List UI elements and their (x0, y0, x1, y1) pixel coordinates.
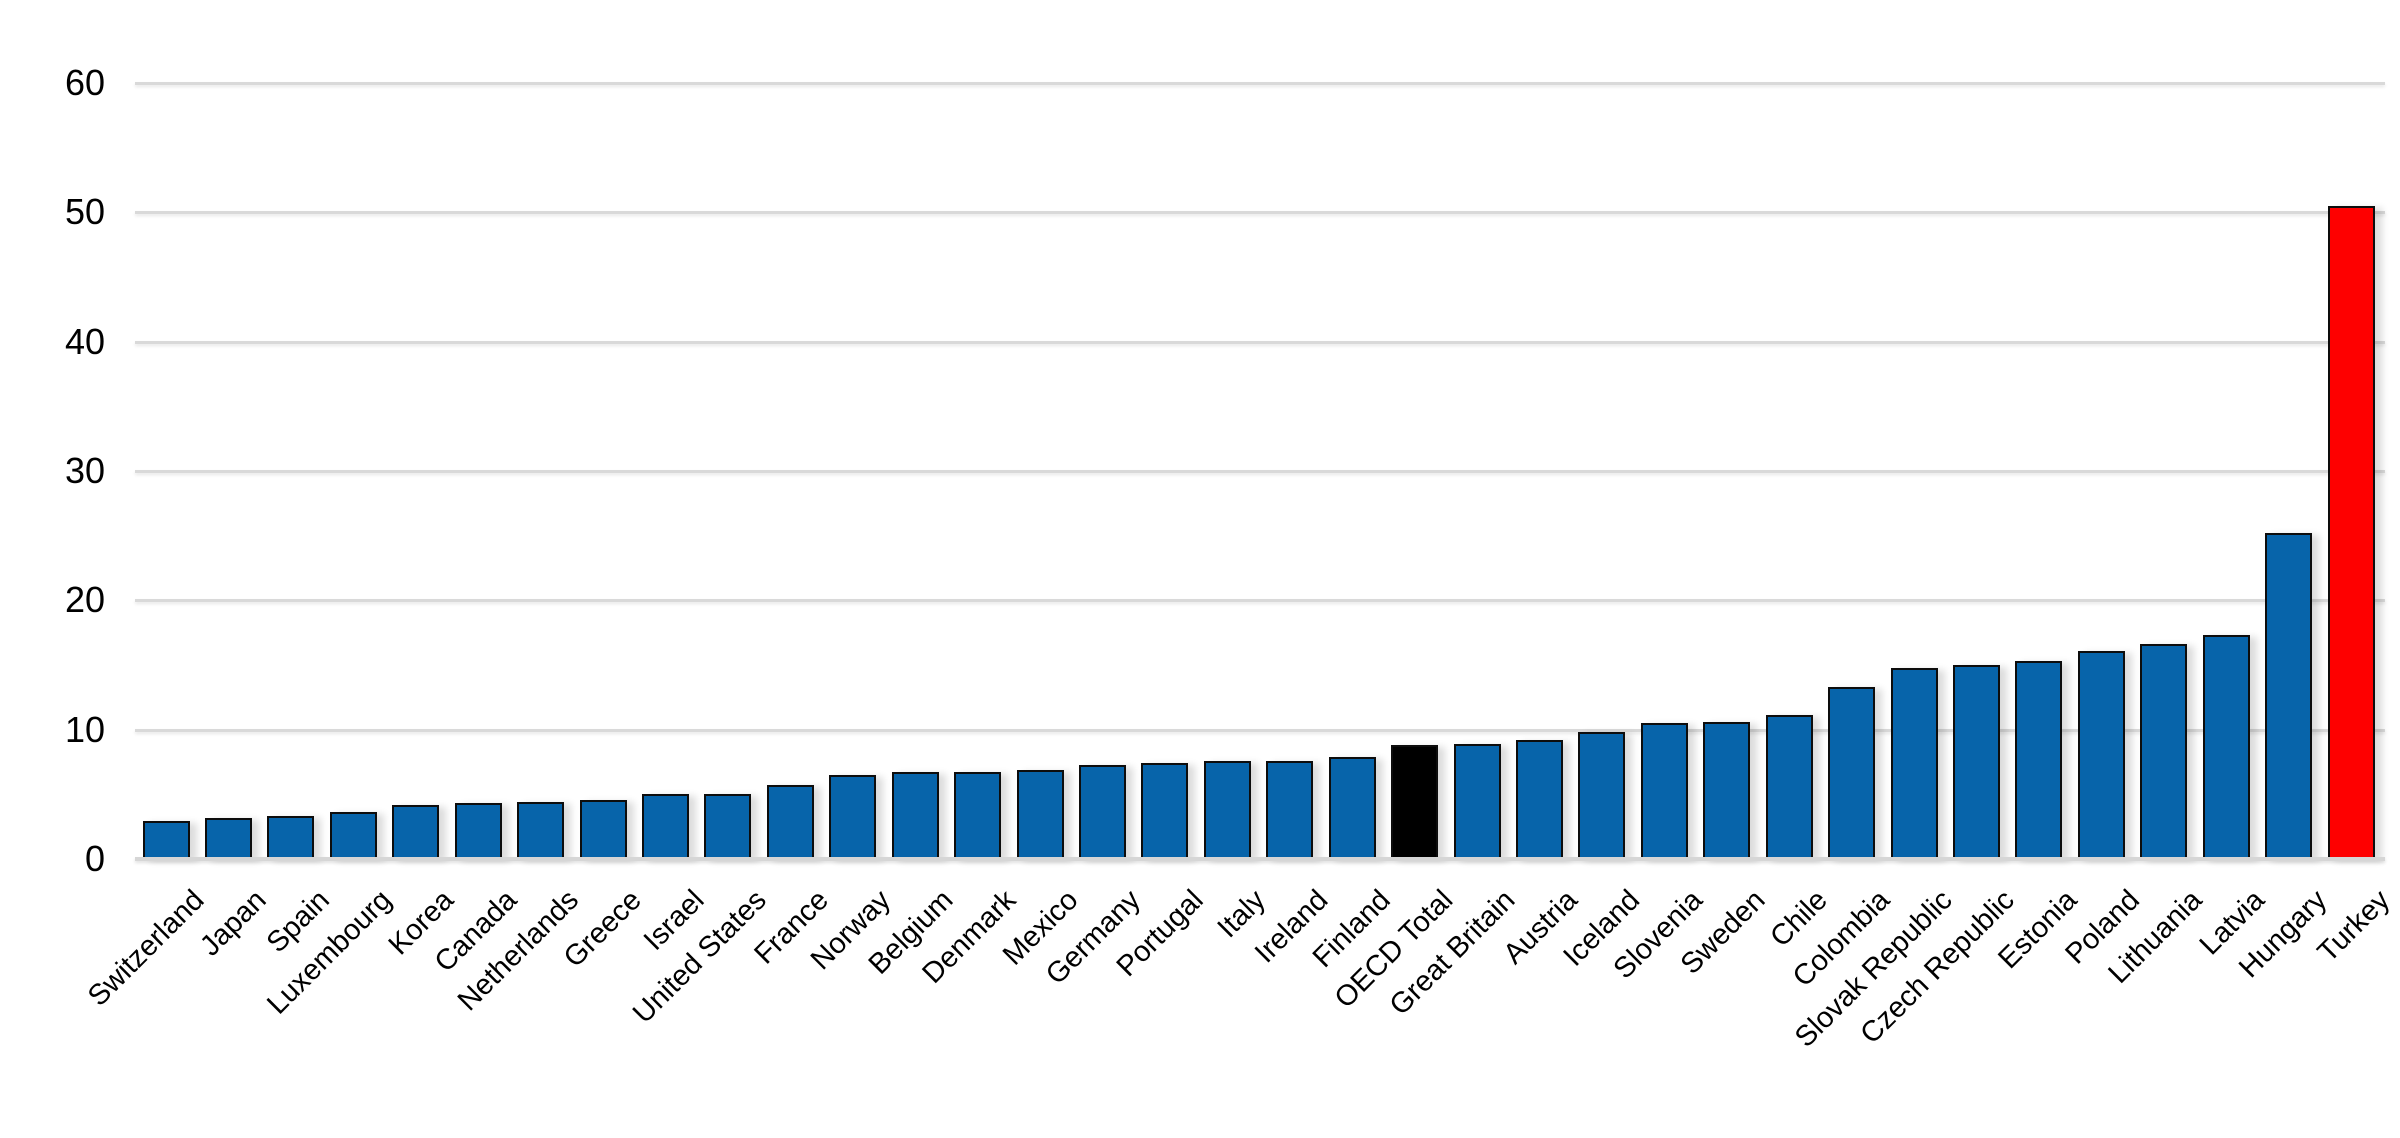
bar-united-states (704, 794, 752, 859)
bar-poland (2077, 650, 2125, 859)
bar-hungary (2265, 533, 2313, 859)
gridline-30 (135, 470, 2385, 473)
gridline-20 (135, 599, 2385, 603)
gridline-60 (135, 82, 2385, 86)
bar-italy (1203, 760, 1251, 859)
bar-slovenia (1640, 723, 1688, 859)
bar-norway (829, 774, 877, 859)
bar-lithuania (2140, 644, 2188, 859)
bar-mexico (1016, 769, 1064, 859)
bar-japan (204, 817, 252, 859)
y-tick-label-30: 30 (64, 450, 105, 491)
y-tick-label-60: 60 (64, 62, 105, 104)
bar-oecd-total (1391, 745, 1439, 859)
y-tick-label-20: 20 (64, 579, 105, 621)
bar-iceland (1578, 732, 1626, 859)
bar-chile (1765, 715, 1813, 859)
bar-denmark (954, 772, 1002, 859)
bar-estonia (2015, 661, 2063, 859)
y-tick-label-40: 40 (64, 320, 105, 362)
bar-finland (1328, 756, 1376, 859)
x-axis-baseline (135, 857, 2385, 861)
gridline-50 (135, 211, 2385, 215)
bar-luxembourg (329, 812, 377, 859)
bar-czech-republic (1952, 665, 2000, 859)
bar-colombia (1828, 686, 1876, 859)
bar-portugal (1141, 763, 1189, 859)
bar-slovak-republic (1890, 667, 1938, 859)
bar-netherlands (517, 802, 565, 859)
x-axis-label-japan: Japan (194, 884, 274, 963)
x-axis-label-switzerland: Switzerland (82, 884, 211, 1013)
bar-great-britain (1453, 743, 1501, 859)
bar-israel (641, 794, 689, 859)
y-tick-label-10: 10 (64, 708, 105, 750)
bar-switzerland (142, 821, 190, 859)
bar-greece (579, 799, 627, 859)
bar-canada (454, 803, 502, 859)
bar-sweden (1703, 721, 1751, 859)
bar-austria (1515, 740, 1563, 859)
y-tick-label-50: 50 (64, 191, 105, 233)
bar-korea (392, 804, 440, 859)
bar-belgium (891, 772, 939, 859)
bar-germany (1078, 764, 1126, 859)
gridline-40 (135, 340, 2385, 344)
bar-spain (267, 816, 315, 859)
y-tick-label-0: 0 (84, 838, 105, 879)
bar-latvia (2202, 635, 2250, 859)
bar-france (766, 785, 814, 859)
gridline-10 (135, 728, 2385, 732)
bar-ireland (1266, 760, 1314, 859)
bar-turkey (2327, 205, 2375, 859)
